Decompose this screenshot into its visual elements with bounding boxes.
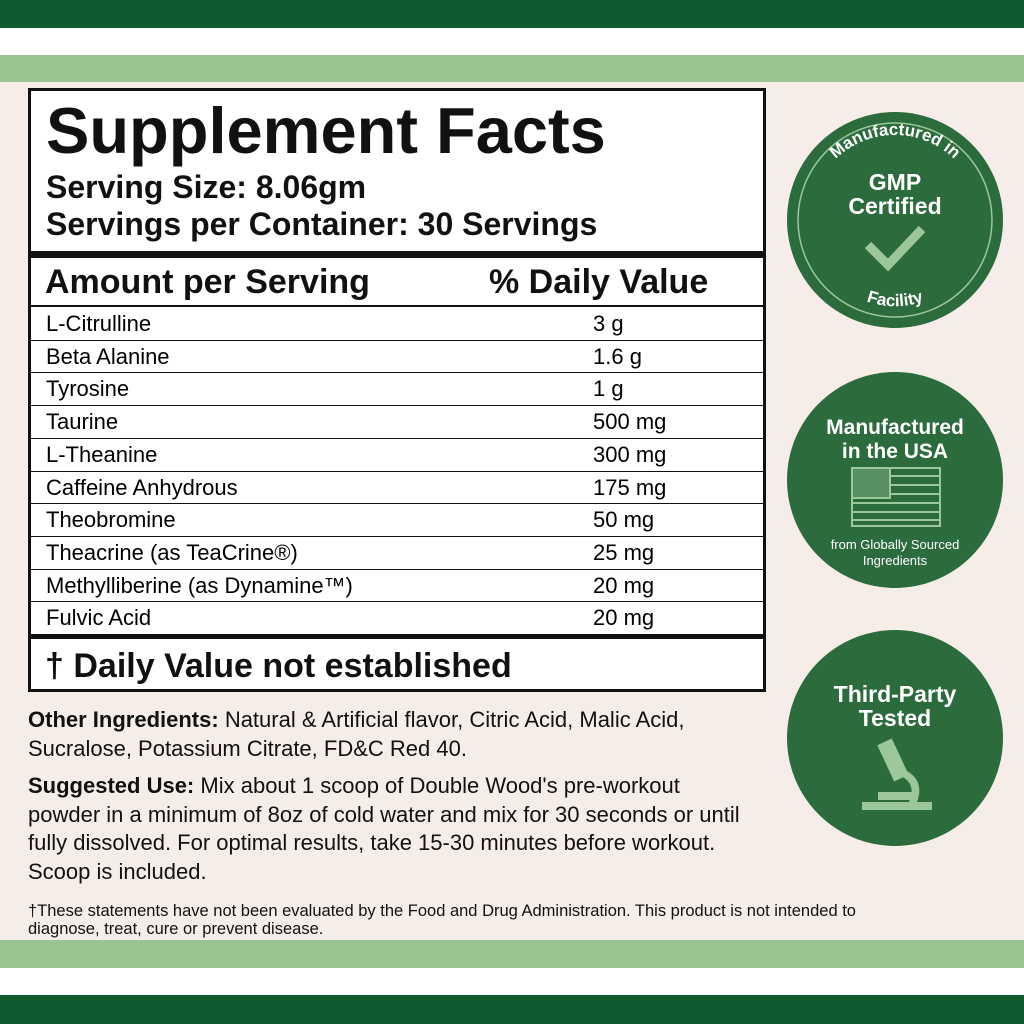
- divider: [31, 634, 763, 639]
- bottom-light-band: [0, 940, 1024, 968]
- row-line: [31, 470, 763, 472]
- text: Natural & Artificial flavor, Citric Acid…: [28, 707, 685, 761]
- bottom-band: [0, 995, 1024, 1024]
- ingredient: L-Citrulline: [46, 311, 152, 336]
- amount: 500 mg: [593, 409, 667, 435]
- table-row: Theobromine 50 mg: [31, 504, 763, 536]
- table-row: Methylliberine (as Dynamine™) 20 mg: [31, 570, 763, 602]
- table-row: Beta Alanine 1.6 g: [31, 341, 763, 373]
- amount: 25 mg: [593, 539, 655, 565]
- row-line: [31, 568, 763, 570]
- badge: [787, 372, 1003, 588]
- badge-sub: from Globally Sourced: [831, 537, 960, 552]
- top-white: [0, 28, 1024, 55]
- badge-title: Tested: [859, 705, 931, 731]
- divider: [31, 251, 763, 258]
- microscope-icon: [862, 738, 932, 810]
- amount: 20 mg: [593, 605, 655, 631]
- facts-panel: Supplement Facts Serving Size: 8.06gm Se…: [28, 88, 766, 692]
- amount: 3 g: [593, 311, 624, 336]
- badge-title: GMP: [869, 169, 921, 195]
- badge-ring: [797, 122, 993, 318]
- top-band: [0, 0, 1024, 28]
- suggested-use: Suggested Use: Mix about 1 scoop of Doub…: [28, 772, 748, 886]
- column-header: % Daily Value: [489, 263, 709, 301]
- badge-sub: Ingredients: [863, 553, 928, 568]
- row-line: [31, 372, 763, 374]
- other-ingredients: Other Ingredients: Natural & Artificial …: [28, 706, 748, 763]
- ingredient: Theacrine (as TeaCrine®): [46, 539, 298, 565]
- ingredient: Methylliberine (as Dynamine™): [46, 572, 353, 598]
- ingredient: Caffeine Anhydrous: [46, 474, 238, 500]
- badge-title: Manufactured: [826, 416, 964, 439]
- top-light-band: [0, 55, 1024, 82]
- amount: 50 mg: [593, 507, 655, 533]
- ingredient: Tyrosine: [46, 376, 130, 402]
- row-line: [31, 405, 763, 407]
- ingredient: L-Theanine: [46, 441, 158, 467]
- amount: 300 mg: [593, 441, 667, 467]
- amount: 175 mg: [593, 474, 667, 500]
- row-line: [31, 535, 763, 537]
- row-line: [31, 437, 763, 439]
- facts-title: Supplement Facts: [46, 94, 606, 167]
- table-row: Fulvic Acid 20 mg: [31, 602, 763, 634]
- table-row: Tyrosine 1 g: [31, 373, 763, 405]
- ingredient: Theobromine: [46, 507, 176, 533]
- row-line: [31, 503, 763, 505]
- badge: [787, 630, 1003, 846]
- table-row: Caffeine Anhydrous 175 mg: [31, 472, 763, 504]
- bottom-white: [0, 968, 1024, 995]
- badge-bottom: Facility: [865, 287, 925, 311]
- serving-size: Serving Size: 8.06gm: [46, 169, 367, 205]
- dv-footnote: † Daily Value not established: [45, 647, 512, 685]
- amount: 20 mg: [593, 572, 655, 598]
- row-line: [31, 339, 763, 341]
- amount: 1.6 g: [593, 343, 642, 369]
- amount: 1 g: [593, 376, 624, 402]
- ingredient: Taurine: [46, 409, 119, 435]
- text: Mix about 1 scoop of Double Wood's pre-w…: [28, 773, 740, 884]
- label: Other Ingredients:: [28, 707, 219, 732]
- column-header: Amount per Serving: [45, 263, 370, 301]
- badge: [787, 112, 1003, 328]
- badge-title: Certified: [848, 193, 941, 219]
- table-row: Taurine 500 mg: [31, 406, 763, 438]
- ingredient: Beta Alanine: [46, 343, 170, 369]
- badge-title: Third-Party: [834, 681, 957, 707]
- row-line: [31, 601, 763, 603]
- divider: [31, 305, 763, 307]
- servings-per-container: Servings per Container: 30 Servings: [46, 206, 598, 242]
- disclaimer: †These statements have not been evaluate…: [28, 902, 856, 938]
- table-row: L-Theanine 300 mg: [31, 439, 763, 471]
- badge-title: in the USA: [842, 440, 948, 463]
- table-row: L-Citrulline 3 g: [31, 308, 763, 340]
- label: Suggested Use:: [28, 773, 195, 798]
- flag-icon: [851, 467, 941, 527]
- badge-arc-text: Facility: [865, 287, 925, 311]
- ingredient: Fulvic Acid: [46, 605, 152, 631]
- check-icon: [864, 225, 926, 272]
- table-row: Theacrine (as TeaCrine®) 25 mg: [31, 537, 763, 569]
